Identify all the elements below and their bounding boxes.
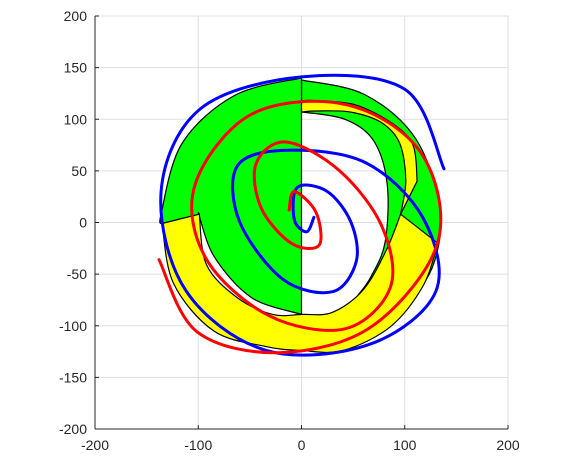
y-tick-label-layer: 200 150 100 50 0 -50 -100 -150 -200 <box>59 8 99 437</box>
y-tick-label: -100 <box>59 318 87 334</box>
x-tick-label-layer: -200 -100 0 100 200 <box>81 425 520 453</box>
x-tick-label: 200 <box>496 437 520 453</box>
x-tick-label: -100 <box>184 437 212 453</box>
y-tick-label: 0 <box>79 215 87 231</box>
series-layer <box>157 73 446 357</box>
x-tick-label: 100 <box>393 437 417 453</box>
y-tick-label: -200 <box>59 421 87 437</box>
series-line-2 <box>157 99 443 355</box>
x-tick-label: 0 <box>298 437 306 453</box>
y-tick-label: 100 <box>64 111 88 127</box>
y-tick-label: 50 <box>71 163 87 179</box>
y-tick-label: 200 <box>64 8 88 24</box>
y-tick-label: 150 <box>64 60 88 76</box>
y-tick-label: -150 <box>59 369 87 385</box>
y-tick-label: -50 <box>67 266 87 282</box>
series-line-1 <box>159 73 446 357</box>
x-tick-label: -200 <box>81 437 109 453</box>
